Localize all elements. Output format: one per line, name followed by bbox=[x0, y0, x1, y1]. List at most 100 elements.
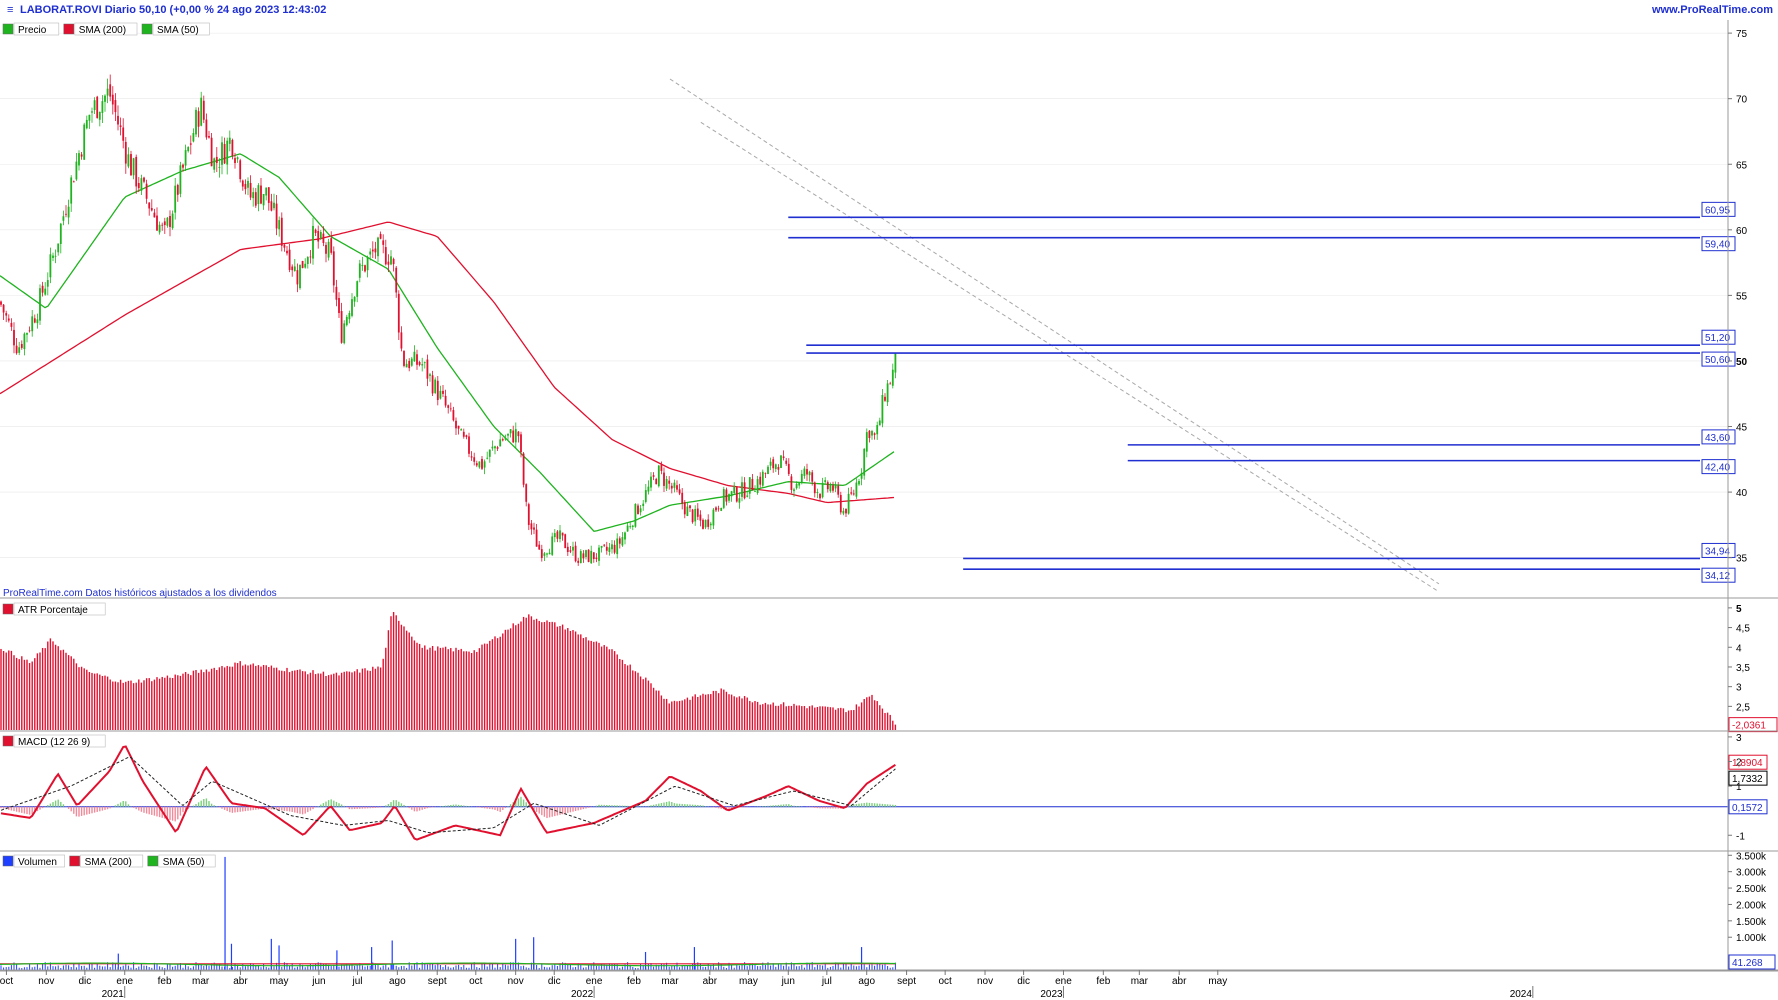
macd-histogram-bar bbox=[525, 802, 527, 807]
macd-histogram-bar bbox=[10, 806, 13, 811]
price-tick-label: 65 bbox=[1736, 160, 1748, 171]
macd-histogram-bar bbox=[138, 806, 140, 811]
volume-bar bbox=[138, 966, 140, 970]
atr-bar bbox=[587, 640, 590, 730]
brand-link[interactable]: www.ProRealTime.com bbox=[1651, 4, 1773, 16]
candle-body bbox=[189, 143, 192, 145]
x-month-label: ago bbox=[389, 976, 406, 987]
volume-bar bbox=[322, 964, 324, 970]
candle-body bbox=[725, 489, 728, 502]
x-month-label: nov bbox=[508, 976, 524, 987]
volume-bar bbox=[842, 963, 844, 970]
candle-body bbox=[525, 484, 528, 502]
atr-bar bbox=[790, 705, 793, 730]
macd-histogram-bar bbox=[317, 806, 319, 807]
atr-bar bbox=[83, 668, 85, 730]
candle-body bbox=[384, 247, 387, 265]
level-label-6: 34,94 bbox=[1705, 546, 1730, 557]
candle-body bbox=[176, 185, 179, 195]
candle-body bbox=[309, 256, 312, 258]
candle-body bbox=[39, 288, 41, 321]
macd-histogram-bar bbox=[720, 806, 722, 809]
candle-body bbox=[824, 480, 827, 483]
volume-bar bbox=[356, 964, 358, 970]
volume-bar bbox=[653, 966, 655, 970]
volume-bar bbox=[125, 964, 127, 970]
atr-bar bbox=[704, 694, 707, 730]
volume-bar bbox=[603, 964, 605, 970]
volume-bar bbox=[868, 964, 870, 970]
atr-bar bbox=[62, 649, 65, 730]
macd-histogram-bar bbox=[203, 798, 205, 807]
candle-body bbox=[345, 316, 348, 326]
volume-bar bbox=[161, 967, 163, 970]
volume-bar bbox=[692, 963, 694, 970]
macd-histogram-bar bbox=[127, 804, 130, 807]
volume-bar bbox=[775, 966, 777, 970]
atr-bar bbox=[57, 646, 59, 730]
volume-bar bbox=[731, 965, 733, 970]
atr-bar bbox=[873, 700, 876, 730]
macd-histogram-bar bbox=[39, 806, 41, 810]
macd-histogram-bar bbox=[741, 806, 743, 808]
atr-bar bbox=[522, 616, 525, 730]
atr-bar bbox=[39, 652, 41, 730]
atr-bar bbox=[255, 665, 257, 730]
macd-histogram-bar bbox=[208, 801, 210, 807]
macd-histogram-bar bbox=[184, 806, 187, 811]
volume-bar bbox=[122, 965, 124, 970]
x-month-label: nov bbox=[38, 976, 54, 987]
macd-histogram-bar bbox=[660, 803, 663, 807]
macd-histogram-bar bbox=[236, 806, 239, 813]
volume-bar bbox=[601, 963, 603, 970]
atr-bar bbox=[387, 630, 390, 730]
volume-bar bbox=[543, 966, 545, 970]
legend-box-price-1 bbox=[74, 22, 138, 36]
macd-histogram-bar bbox=[879, 803, 881, 807]
candle-body bbox=[62, 216, 65, 221]
atr-bar bbox=[2, 651, 5, 730]
macd-histogram-bar bbox=[468, 806, 470, 807]
volume-bar bbox=[237, 964, 239, 970]
legend-label-atr-0: ATR Porcentaje bbox=[18, 605, 88, 616]
legend-label-vol-0: Volumen bbox=[18, 857, 57, 868]
candle-body bbox=[254, 192, 257, 206]
volume-bar bbox=[42, 963, 44, 970]
atr-bar bbox=[715, 690, 717, 730]
atr-bar bbox=[457, 649, 460, 730]
macd-histogram-bar bbox=[559, 806, 561, 815]
candle-body bbox=[839, 494, 842, 513]
macd-histogram-bar bbox=[333, 800, 335, 807]
volume-bar bbox=[671, 966, 673, 970]
macd-histogram-bar bbox=[777, 804, 780, 807]
macd-histogram-bar bbox=[819, 806, 821, 809]
volume-bar bbox=[608, 963, 610, 970]
candle-body bbox=[730, 491, 733, 497]
macd-histogram-bar bbox=[395, 800, 397, 807]
candle-body bbox=[507, 433, 509, 436]
volume-bar bbox=[307, 966, 309, 970]
atr-bar bbox=[483, 643, 486, 730]
macd-histogram-bar bbox=[860, 803, 863, 807]
volume-bar bbox=[585, 967, 587, 970]
volume-bar bbox=[827, 967, 829, 970]
macd-histogram-bar bbox=[834, 806, 837, 809]
volume-bar bbox=[268, 967, 270, 970]
candle-body bbox=[756, 479, 759, 494]
candle-body bbox=[634, 503, 637, 527]
atr-bar bbox=[442, 647, 444, 730]
volume-bar bbox=[619, 967, 621, 970]
atr-bar bbox=[886, 712, 889, 730]
volume-bar bbox=[205, 964, 207, 970]
candle-body bbox=[231, 139, 234, 156]
candle-body bbox=[205, 119, 208, 138]
macd-histogram-bar bbox=[509, 804, 512, 807]
macd-histogram-bar bbox=[379, 806, 382, 808]
atr-bar bbox=[694, 694, 696, 730]
macd-signal-line bbox=[0, 756, 896, 834]
candle-body bbox=[33, 318, 36, 323]
macd-histogram-bar bbox=[296, 806, 299, 814]
volume-bar bbox=[330, 966, 332, 970]
